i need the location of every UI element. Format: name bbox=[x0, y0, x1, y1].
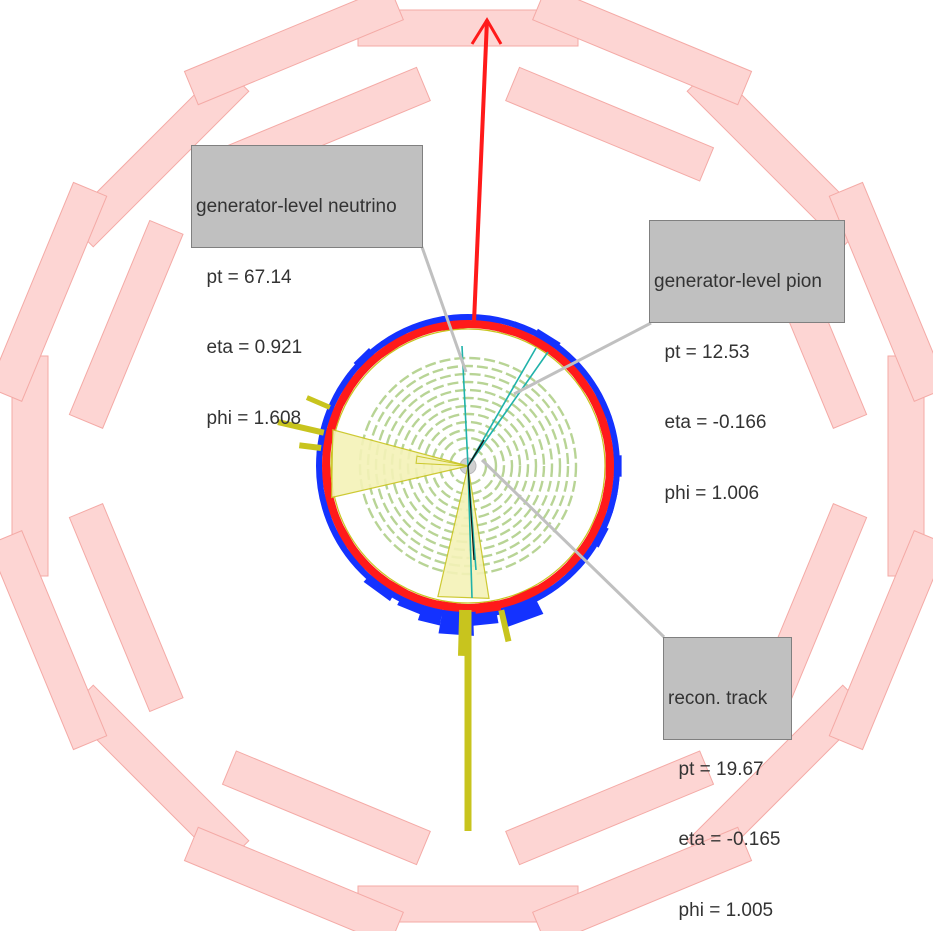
ecal-tower bbox=[338, 526, 354, 547]
track-title: recon. track bbox=[668, 688, 768, 709]
muon-chamber bbox=[828, 181, 933, 402]
track-connector bbox=[480, 458, 666, 639]
pion-pt: pt = 12.53 bbox=[654, 341, 750, 363]
track-line bbox=[467, 465, 473, 599]
ecal-tower bbox=[325, 409, 341, 435]
hcal-tower bbox=[529, 585, 554, 602]
muon-chamber bbox=[532, 826, 753, 931]
pion-connector bbox=[513, 321, 652, 396]
hcal-tower bbox=[513, 321, 535, 335]
hcal-tower bbox=[612, 442, 618, 459]
track-label-box: recon. track pt = 19.67 eta = -0.165 phi… bbox=[663, 637, 792, 921]
hcal-tower bbox=[323, 405, 335, 426]
label-connectors bbox=[420, 246, 666, 639]
track-vertex-segment bbox=[467, 439, 485, 467]
met-arrow bbox=[470, 17, 503, 323]
hcal-tower bbox=[333, 530, 347, 550]
jet-bar bbox=[277, 419, 325, 436]
ecal-tower bbox=[573, 373, 591, 393]
tracks bbox=[461, 345, 549, 599]
hcal-tower bbox=[397, 596, 426, 616]
hcal-tower bbox=[353, 348, 375, 369]
jet-bar bbox=[498, 609, 512, 643]
muon-chamber bbox=[221, 750, 431, 866]
hcal-tower bbox=[336, 372, 353, 393]
hcal-tower bbox=[417, 604, 443, 626]
ecal-tower bbox=[475, 600, 502, 614]
ecal-tower bbox=[496, 325, 518, 337]
hcal-tower bbox=[345, 549, 365, 573]
ecal-tower bbox=[589, 513, 605, 535]
tracker-layer bbox=[390, 388, 546, 544]
jet-bar bbox=[298, 442, 322, 451]
hcal-tower bbox=[380, 328, 407, 347]
ecal-tower bbox=[605, 455, 614, 477]
ecal-tower bbox=[437, 321, 468, 331]
ecal-tower bbox=[510, 585, 541, 604]
muon-chamber bbox=[828, 530, 933, 751]
hcal-tower bbox=[606, 491, 618, 513]
pion-label-box: generator-level pion pt = 12.53 eta = -0… bbox=[649, 220, 845, 504]
hcal-tower bbox=[318, 466, 324, 487]
muon-chamber bbox=[505, 66, 715, 182]
pion-title: generator-level pion bbox=[654, 271, 822, 292]
neutrino-label-box: generator-level neutrino pt = 67.14 eta … bbox=[191, 145, 423, 429]
ecal-tower bbox=[602, 482, 611, 499]
ecal-tower bbox=[386, 580, 408, 597]
tracker-layer bbox=[438, 436, 498, 496]
hcal-tower bbox=[573, 361, 590, 381]
hcal-tower bbox=[581, 545, 594, 561]
hcal-tower bbox=[595, 392, 612, 419]
jet-cone bbox=[415, 455, 469, 467]
ecal-tower bbox=[435, 600, 461, 612]
arrow-up-icon bbox=[470, 17, 503, 45]
track-vertex-segment bbox=[467, 465, 475, 561]
ecal-tower bbox=[567, 547, 585, 566]
track-line bbox=[467, 351, 549, 467]
neutrino-connector bbox=[420, 246, 468, 373]
muon-chamber bbox=[0, 530, 108, 751]
ecal-tower bbox=[526, 334, 552, 353]
met-arrow-shaft bbox=[472, 19, 489, 323]
muon-chamber bbox=[183, 0, 404, 106]
hcal-tower bbox=[409, 317, 446, 332]
pion-eta: eta = -0.166 bbox=[654, 412, 767, 433]
hcal-tower bbox=[606, 419, 616, 441]
hcal-tower bbox=[475, 316, 502, 324]
hcal-tower bbox=[565, 559, 585, 579]
jet-bar bbox=[458, 609, 470, 657]
muon-chamber bbox=[183, 826, 404, 931]
muon-chamber bbox=[0, 181, 108, 402]
hcal-tower bbox=[320, 493, 332, 520]
ecal-tower bbox=[324, 463, 332, 489]
jet-bar bbox=[305, 395, 331, 410]
ecal-tower bbox=[379, 341, 399, 358]
hcal-tower bbox=[613, 455, 622, 477]
track-phi: phi = 1.005 bbox=[668, 899, 774, 921]
neutrino-eta: eta = 0.921 bbox=[196, 337, 303, 358]
ecal-tower bbox=[337, 384, 354, 406]
hcal-tower bbox=[611, 478, 620, 495]
hcal-tower bbox=[534, 328, 561, 350]
hcal-tower bbox=[591, 525, 609, 548]
neutrino-title: generator-level neutrino bbox=[196, 196, 397, 217]
hcal-tower bbox=[363, 574, 395, 602]
neutrino-pt: pt = 67.14 bbox=[196, 266, 292, 288]
neutrino-phi: phi = 1.608 bbox=[196, 407, 302, 429]
muon-chamber bbox=[68, 503, 184, 713]
jet-cone bbox=[330, 429, 469, 499]
hcal-tower bbox=[555, 344, 580, 367]
track-eta: eta = -0.165 bbox=[668, 829, 781, 850]
hcal-tower bbox=[500, 596, 544, 628]
pion-phi: phi = 1.006 bbox=[654, 482, 760, 504]
muon-chamber bbox=[532, 0, 753, 106]
hcal-tower bbox=[600, 513, 610, 530]
track-pt: pt = 19.67 bbox=[668, 758, 764, 780]
muon-chamber bbox=[68, 219, 184, 429]
ecal-tower bbox=[597, 416, 609, 438]
muon-chamber bbox=[505, 750, 715, 866]
tracker-layer bbox=[448, 446, 488, 486]
